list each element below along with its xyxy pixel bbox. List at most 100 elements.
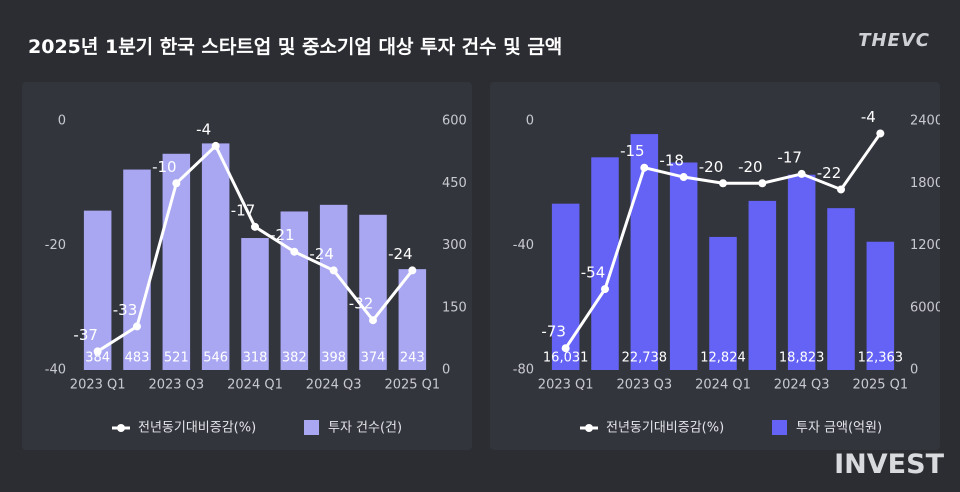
line-value-label: -20 — [699, 158, 724, 176]
y-tick-label: 0 — [526, 114, 534, 129]
line-point — [133, 322, 141, 331]
line-value-label: -54 — [581, 264, 606, 282]
line-point — [408, 266, 417, 275]
bar — [280, 211, 309, 370]
bar — [398, 269, 427, 370]
line-point — [369, 316, 377, 325]
line-value-label: -22 — [817, 164, 842, 182]
x-tick-label: 2024 Q1 — [227, 378, 283, 393]
legend-swatch — [304, 420, 319, 435]
line-value-label: -17 — [777, 148, 802, 166]
line-point — [290, 247, 299, 256]
line-value-label: -73 — [541, 323, 566, 341]
line-point — [211, 141, 220, 150]
bar-value-label: 243 — [400, 351, 425, 366]
line-point — [329, 266, 338, 275]
bar-value-label: 382 — [282, 351, 307, 366]
y2-tick-label: 18000 — [910, 176, 940, 191]
bar — [866, 241, 895, 370]
bar-value-label: 546 — [203, 351, 228, 366]
watermark: INVEST — [834, 449, 944, 480]
line-value-label: -17 — [231, 201, 256, 219]
x-tick-label: 2025 Q1 — [852, 378, 908, 393]
legend-swatch — [772, 420, 787, 435]
y2-tick-label: 0 — [442, 363, 450, 378]
bar — [827, 208, 855, 370]
bar-value-label: 12,363 — [858, 351, 904, 366]
bar-value-label: 318 — [243, 351, 268, 366]
bar — [201, 143, 230, 370]
line-point — [93, 347, 102, 356]
legend-label: 전년동기대비증감(%) — [606, 421, 724, 436]
line-point — [876, 129, 885, 138]
line-value-label: -10 — [152, 158, 177, 176]
line-point — [172, 179, 181, 188]
y2-tick-label: 600 — [442, 114, 467, 129]
line-value-label: -32 — [349, 295, 374, 313]
line-point — [640, 163, 649, 172]
y2-tick-label: 6000 — [910, 300, 940, 315]
y2-tick-label: 300 — [442, 238, 467, 253]
bar-value-label: 483 — [125, 351, 150, 366]
bar-value-label: 22,738 — [622, 351, 668, 366]
y-tick-label: -20 — [45, 238, 66, 253]
line-point — [719, 179, 727, 188]
line-value-label: -20 — [738, 158, 763, 176]
chart-panel: -40 -20 0 0 150 300 450 600 2023 Q1 2023 Q3 2024 Q… — [22, 82, 472, 450]
y-tick-label: -40 — [513, 238, 534, 253]
legend-label: 투자 금액(억원) — [796, 421, 882, 436]
line-value-label: -24 — [309, 245, 334, 263]
bar — [241, 238, 269, 370]
bar-value-label: 398 — [321, 351, 346, 366]
x-tick-label: 2024 Q3 — [774, 378, 830, 393]
bar-value-label: 384 — [85, 351, 110, 366]
chart-panel: -80 -40 0 0 6000 12000 18000 24000 2023 Q1 2023 Q… — [490, 82, 940, 450]
y2-tick-label: 12000 — [910, 238, 940, 253]
line-point — [797, 169, 806, 178]
legend-swatch — [117, 424, 125, 432]
line-point — [601, 285, 609, 294]
bar — [162, 153, 191, 370]
line-point — [758, 179, 767, 188]
x-tick-label: 2024 Q3 — [306, 378, 362, 393]
line-point — [561, 344, 570, 353]
x-tick-label: 2023 Q3 — [616, 378, 672, 393]
legend-swatch — [585, 424, 593, 432]
bar-value-label: 12,824 — [700, 351, 746, 366]
line-point — [837, 185, 845, 194]
line-value-label: -37 — [73, 326, 98, 344]
bar — [748, 200, 777, 370]
y-tick-label: -80 — [513, 363, 534, 378]
line-value-label: -15 — [620, 142, 645, 160]
line-value-label: -18 — [659, 152, 684, 170]
x-tick-label: 2024 Q1 — [695, 378, 751, 393]
line-value-label: -21 — [270, 226, 295, 244]
bar-value-label: 374 — [361, 351, 386, 366]
y2-tick-label: 0 — [910, 363, 918, 378]
bar-value-label: 18,823 — [779, 351, 825, 366]
bar-value-label: 521 — [164, 351, 189, 366]
line-point — [679, 173, 688, 182]
line-value-label: -33 — [113, 301, 138, 319]
line-value-label: -4 — [861, 108, 876, 126]
y-tick-label: -40 — [45, 363, 66, 378]
bar — [83, 210, 112, 370]
bar — [319, 204, 348, 370]
line-point — [251, 222, 259, 231]
x-tick-label: 2023 Q3 — [148, 378, 204, 393]
line-value-label: -24 — [388, 245, 413, 263]
logo: THEVC — [858, 30, 930, 51]
bar — [123, 169, 151, 370]
x-tick-label: 2023 Q1 — [70, 378, 126, 393]
bar — [551, 203, 580, 370]
y-tick-label: 0 — [58, 114, 66, 129]
bar — [787, 174, 816, 370]
x-tick-label: 2023 Q1 — [538, 378, 594, 393]
y2-tick-label: 24000 — [910, 114, 940, 129]
y2-tick-label: 450 — [442, 176, 467, 191]
legend-label: 전년동기대비증감(%) — [138, 421, 256, 436]
line-value-label: -4 — [196, 120, 211, 138]
bar — [359, 214, 387, 370]
bar — [709, 236, 737, 370]
